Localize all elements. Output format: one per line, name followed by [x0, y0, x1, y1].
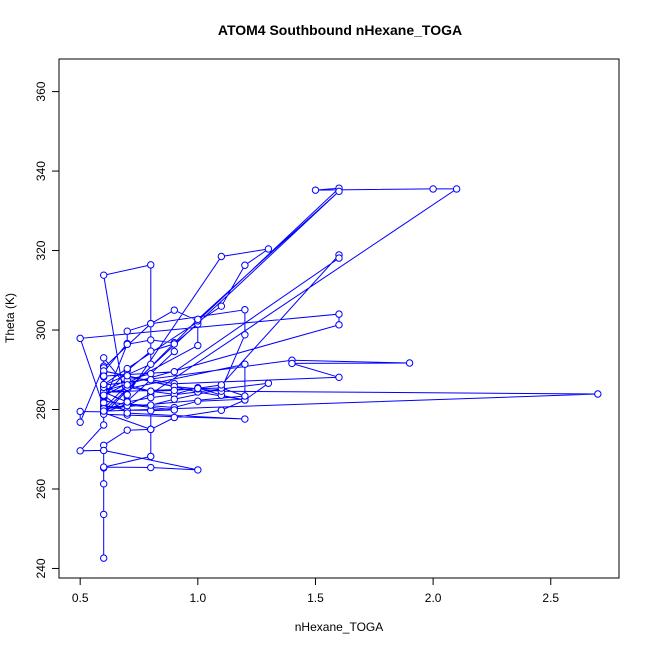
data-point — [147, 347, 155, 355]
data-point — [335, 373, 343, 382]
data-point — [170, 306, 178, 314]
data-point — [123, 364, 131, 373]
data-point — [100, 399, 108, 407]
x-tick-label: 1.0 — [189, 591, 206, 605]
data-point — [217, 381, 226, 389]
x-tick-label: 0.5 — [72, 591, 89, 605]
data-point — [100, 480, 108, 488]
data-point — [194, 341, 202, 350]
data-point — [147, 463, 155, 472]
y-tick-label: 280 — [34, 399, 48, 419]
data-point — [147, 319, 155, 328]
data-point — [335, 321, 343, 329]
data-point — [241, 306, 249, 314]
data-point — [241, 415, 249, 423]
data-point — [147, 375, 155, 384]
data-point — [288, 359, 296, 368]
data-point — [241, 331, 249, 339]
data-point — [335, 310, 343, 318]
data-point — [123, 372, 131, 380]
y-tick-label: 320 — [34, 240, 48, 260]
data-point — [170, 413, 178, 422]
data-point — [335, 254, 343, 262]
data-point — [100, 554, 108, 562]
y-axis-label: Theta (K) — [3, 293, 17, 343]
y-tick-label: 300 — [34, 320, 48, 340]
data-point — [405, 359, 414, 367]
data-point — [217, 252, 226, 261]
data-point — [429, 185, 437, 193]
data-point — [217, 406, 226, 414]
chart-title: ATOM4 Southbound nHexane_TOGA — [218, 22, 462, 38]
data-point — [100, 421, 108, 429]
data-point — [217, 302, 226, 310]
data-point — [335, 187, 343, 196]
data-point — [100, 354, 108, 362]
y-axis: 240 260 280 300 320 340 360 — [34, 81, 60, 578]
data-point — [170, 340, 178, 348]
data-point — [147, 387, 155, 395]
data-point — [147, 336, 155, 344]
data-point — [147, 401, 155, 409]
data-point — [100, 407, 108, 415]
data-point — [241, 360, 249, 368]
data-point — [123, 327, 131, 335]
data-point — [100, 446, 108, 455]
data-point — [147, 370, 155, 378]
data-point — [100, 372, 108, 380]
x-tick-label: 1.5 — [307, 591, 324, 605]
data-point — [147, 425, 155, 434]
y-tick-label: 340 — [34, 161, 48, 181]
data-point — [76, 418, 84, 426]
data-point — [147, 261, 155, 269]
data-point — [594, 390, 602, 398]
data-point — [194, 384, 202, 393]
data-point — [123, 340, 131, 349]
data-point — [241, 261, 249, 269]
x-tick-label: 2.0 — [425, 591, 442, 605]
data-point — [170, 368, 178, 376]
data-point — [100, 380, 108, 389]
data-point — [76, 334, 84, 343]
data-point — [123, 409, 131, 417]
x-axis-label: nHexane_TOGA — [295, 620, 384, 634]
data-point — [100, 391, 108, 399]
data-point — [194, 315, 202, 323]
data-point — [147, 393, 155, 402]
data-point — [100, 510, 108, 519]
data-point — [170, 347, 178, 356]
data-point — [100, 463, 108, 471]
data-point — [170, 395, 178, 403]
y-tick-label: 360 — [34, 81, 48, 101]
data-point — [194, 397, 202, 405]
data-point — [147, 360, 155, 368]
data-point — [123, 391, 131, 399]
y-tick-label: 240 — [34, 558, 48, 578]
data-point — [170, 406, 178, 414]
data-point — [123, 398, 131, 406]
data-point — [241, 392, 249, 400]
data-point — [194, 466, 202, 474]
data-point — [76, 447, 84, 455]
data-point — [100, 271, 108, 279]
data-point — [76, 407, 84, 416]
x-axis: 0.5 1.0 1.5 2.0 2.5 — [72, 577, 559, 605]
data-point — [452, 185, 461, 193]
data-point — [123, 381, 131, 389]
data-point — [264, 379, 273, 387]
data-point — [311, 186, 320, 194]
x-tick-label: 2.5 — [542, 591, 559, 605]
data-series — [76, 184, 602, 562]
data-point — [170, 386, 178, 395]
data-point — [123, 426, 131, 434]
data-point — [147, 452, 155, 461]
data-point — [264, 245, 273, 253]
y-tick-label: 260 — [34, 479, 48, 499]
